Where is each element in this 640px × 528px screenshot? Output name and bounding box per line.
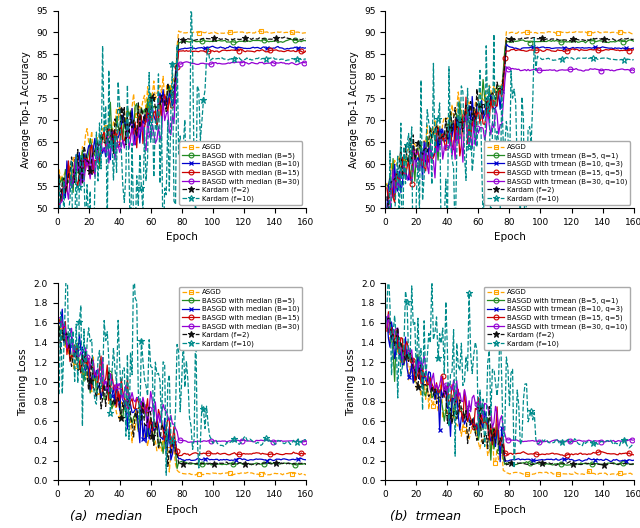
Text: (b)  trmean: (b) trmean (390, 510, 461, 523)
X-axis label: Epoch: Epoch (493, 232, 525, 242)
Legend: ASGD, BASGD with trmean (B=5, q=1), BASGD with trmean (B=10, q=3), BASGD with tr: ASGD, BASGD with trmean (B=5, q=1), BASG… (484, 287, 630, 350)
X-axis label: Epoch: Epoch (166, 232, 198, 242)
Y-axis label: Average Top-1 Accuracy: Average Top-1 Accuracy (349, 51, 358, 168)
Y-axis label: Training Loss: Training Loss (346, 348, 356, 416)
Legend: ASGD, BASGD with median (B=5), BASGD with median (B=10), BASGD with median (B=15: ASGD, BASGD with median (B=5), BASGD wit… (179, 287, 303, 350)
Text: (a)  median: (a) median (70, 510, 141, 523)
Legend: ASGD, BASGD with median (B=5), BASGD with median (B=10), BASGD with median (B=15: ASGD, BASGD with median (B=5), BASGD wit… (179, 142, 303, 204)
X-axis label: Epoch: Epoch (166, 505, 198, 515)
X-axis label: Epoch: Epoch (493, 505, 525, 515)
Y-axis label: Training Loss: Training Loss (18, 348, 28, 416)
Y-axis label: Average Top-1 Accuracy: Average Top-1 Accuracy (21, 51, 31, 168)
Legend: ASGD, BASGD with trmean (B=5, q=1), BASGD with trmean (B=10, q=3), BASGD with tr: ASGD, BASGD with trmean (B=5, q=1), BASG… (484, 142, 630, 204)
